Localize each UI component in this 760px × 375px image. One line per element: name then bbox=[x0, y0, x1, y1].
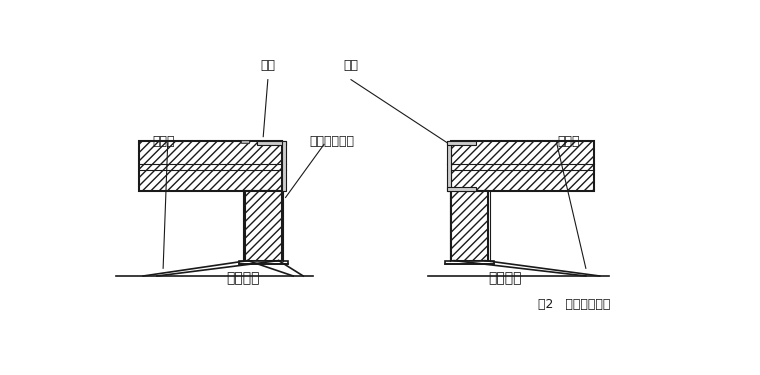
Text: 图2   外墙转角加固: 图2 外墙转角加固 bbox=[538, 298, 610, 311]
Bar bbox=[245, 191, 282, 261]
Text: 角钢: 角钢 bbox=[261, 59, 275, 72]
Text: 钢拉杆: 钢拉杆 bbox=[152, 135, 175, 148]
Text: 水泥砂浆灌实: 水泥砂浆灌实 bbox=[309, 135, 354, 148]
Bar bbox=[239, 261, 288, 264]
Text: 钢拉杆: 钢拉杆 bbox=[557, 135, 579, 148]
Bar bbox=[447, 188, 476, 191]
Bar bbox=[241, 140, 249, 143]
Bar bbox=[257, 141, 286, 145]
Text: 双面拉结: 双面拉结 bbox=[488, 271, 522, 285]
Bar bbox=[282, 141, 286, 191]
Bar bbox=[447, 141, 451, 191]
Bar bbox=[139, 141, 282, 191]
Bar bbox=[447, 141, 476, 145]
Bar bbox=[451, 191, 488, 261]
Bar bbox=[445, 261, 494, 264]
Bar bbox=[451, 141, 594, 191]
Text: 角钢: 角钢 bbox=[344, 59, 359, 72]
Text: 单面拉结: 单面拉结 bbox=[226, 271, 260, 285]
